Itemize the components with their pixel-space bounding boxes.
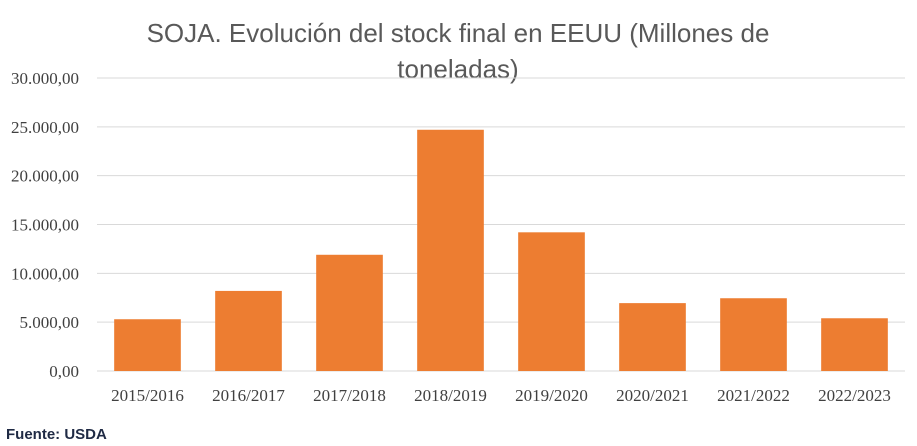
bar-2021-2022 [720, 298, 787, 371]
bar-2016-2017 [215, 290, 282, 371]
y-tick-label: 5.000,00 [20, 313, 80, 332]
x-tick-label: 2019/2020 [515, 386, 588, 405]
x-tick-label: 2018/2019 [414, 386, 487, 405]
y-tick-label: 0,00 [49, 362, 79, 381]
y-tick-label: 25.000,00 [11, 118, 79, 137]
chart-title-line-1: SOJA. Evolución del stock final en EEUU … [147, 18, 770, 48]
bar-2017-2018 [316, 254, 383, 371]
bars [114, 129, 888, 371]
bar-2019-2020 [518, 232, 585, 371]
bar-2020-2021 [619, 303, 686, 371]
chart-title-line-2: toneladas) [397, 54, 518, 84]
x-tick-label: 2021/2022 [717, 386, 790, 405]
x-tick-label: 2022/2023 [818, 386, 891, 405]
x-tick-label: 2016/2017 [212, 386, 285, 405]
y-axis-tick-labels: 0,00 5.000,00 10.000,00 15.000,00 20.000,00 2… [11, 69, 79, 381]
x-tick-label: 2020/2021 [616, 386, 689, 405]
y-tick-label: 15.000,00 [11, 216, 79, 235]
source-note: Fuente: USDA [6, 426, 107, 443]
bar-2018-2019 [417, 129, 484, 371]
y-tick-label: 20.000,00 [11, 167, 79, 186]
y-tick-label: 30.000,00 [11, 69, 79, 88]
bar-2022-2023 [821, 318, 888, 371]
x-axis-category-labels: 2015/2016 2016/2017 2017/2018 2018/2019 2019… [111, 386, 891, 405]
bar-2015-2016 [114, 319, 181, 371]
y-tick-label: 10.000,00 [11, 264, 79, 283]
x-tick-label: 2017/2018 [313, 386, 386, 405]
x-tick-label: 2015/2016 [111, 386, 184, 405]
